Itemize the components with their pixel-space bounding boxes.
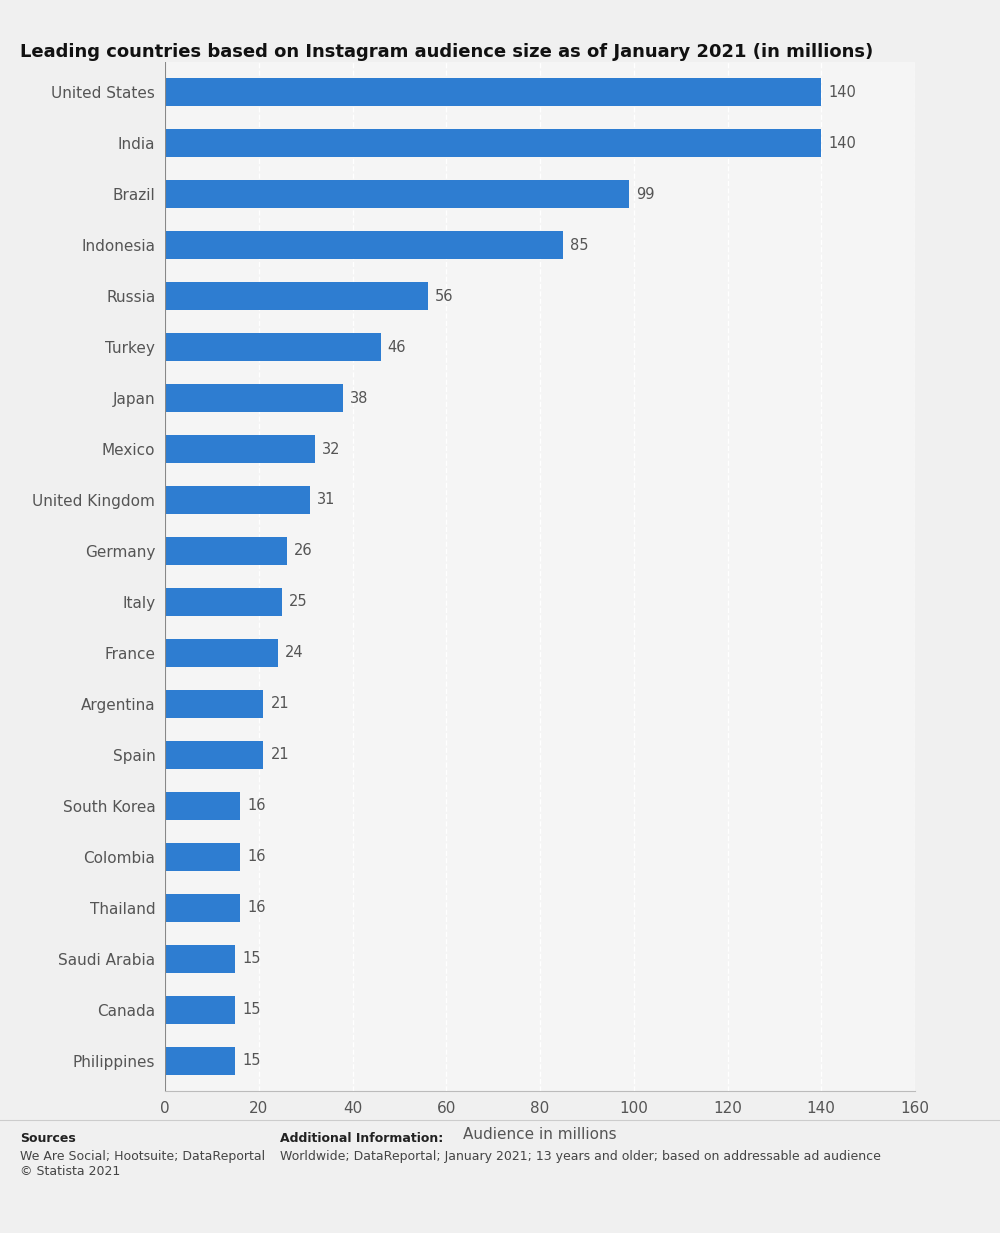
Text: 24: 24 — [285, 645, 303, 661]
Bar — [165, 435, 315, 464]
Text: We Are Social; Hootsuite; DataReportal
© Statista 2021: We Are Social; Hootsuite; DataReportal ©… — [20, 1150, 265, 1179]
Text: 140: 140 — [828, 85, 856, 100]
Bar — [165, 689, 263, 718]
Bar — [165, 741, 263, 769]
Bar — [165, 486, 310, 514]
Bar — [165, 282, 428, 311]
Text: 21: 21 — [270, 747, 289, 762]
Text: 38: 38 — [350, 391, 369, 406]
Bar — [165, 333, 381, 361]
Bar — [165, 231, 563, 259]
Bar — [165, 1047, 235, 1075]
Text: Additional Information:: Additional Information: — [280, 1132, 443, 1145]
Text: 16: 16 — [247, 900, 266, 915]
Text: 31: 31 — [317, 492, 336, 508]
Text: 140: 140 — [828, 136, 856, 150]
Bar — [165, 383, 343, 412]
Bar — [165, 842, 240, 870]
Bar — [165, 180, 629, 208]
Text: Leading countries based on Instagram audience size as of January 2021 (in millio: Leading countries based on Instagram aud… — [20, 43, 873, 62]
Text: 32: 32 — [322, 441, 341, 456]
Text: 85: 85 — [570, 238, 589, 253]
Text: 99: 99 — [636, 186, 655, 202]
Text: Worldwide; DataReportal; January 2021; 13 years and older; based on addressable : Worldwide; DataReportal; January 2021; 1… — [280, 1150, 881, 1164]
X-axis label: Audience in millions: Audience in millions — [463, 1127, 617, 1142]
Bar — [165, 536, 287, 565]
Text: 15: 15 — [242, 1053, 261, 1068]
Text: 26: 26 — [294, 544, 313, 559]
Text: 15: 15 — [242, 951, 261, 967]
Bar — [165, 129, 821, 158]
Text: 56: 56 — [435, 289, 453, 303]
Text: 16: 16 — [247, 850, 266, 864]
Bar — [165, 588, 282, 616]
Bar — [165, 792, 240, 820]
Text: 16: 16 — [247, 798, 266, 814]
Bar — [165, 639, 278, 667]
Text: Sources: Sources — [20, 1132, 76, 1145]
Bar — [165, 78, 821, 106]
Text: 21: 21 — [270, 697, 289, 711]
Text: 25: 25 — [289, 594, 308, 609]
Text: 15: 15 — [242, 1002, 261, 1017]
Text: 46: 46 — [388, 339, 406, 355]
Bar — [165, 894, 240, 922]
Bar — [165, 944, 235, 973]
Bar — [165, 995, 235, 1023]
